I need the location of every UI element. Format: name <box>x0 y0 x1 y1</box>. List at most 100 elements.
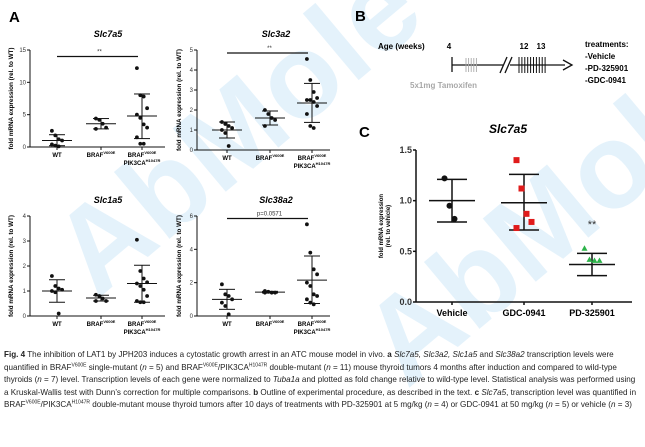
treatment-item: -PD-325901 <box>585 64 629 73</box>
category-superscript: V600E <box>103 150 115 155</box>
data-point <box>138 284 143 288</box>
category-superscript: H1047R <box>146 158 161 163</box>
x-tick-label: PD-325901 <box>569 308 615 318</box>
caption-text: transcription levels were quantified in … <box>4 350 614 372</box>
data-point <box>311 302 316 307</box>
significance-label: ** <box>97 49 102 55</box>
caption-text: n <box>611 400 616 410</box>
data-point <box>305 112 309 116</box>
data-point <box>60 138 64 143</box>
caption-text: n <box>427 400 432 410</box>
caption-text: = 3) <box>615 400 632 410</box>
data-point <box>315 294 319 298</box>
x-tick-label: WT <box>52 153 62 159</box>
data-point <box>220 282 224 287</box>
significance-label: ** <box>588 219 597 231</box>
data-point <box>263 108 267 112</box>
caption-text: H1047R <box>71 399 91 406</box>
x-tick-label: WT <box>222 156 232 162</box>
caption-text: /PIK3CA <box>40 400 72 410</box>
caption-text: double-mutant mouse thyroid tumors after… <box>90 400 428 410</box>
y-axis-label: fold mRNA expression (rel. to WT) <box>8 48 15 150</box>
data-point <box>94 292 98 297</box>
data-point <box>308 284 313 288</box>
x-tick-label: BRAFV600E <box>87 150 116 159</box>
chart-title: Slc38a2 <box>259 195 293 205</box>
data-point <box>145 280 150 285</box>
data-point <box>223 292 228 297</box>
caption-text: n <box>37 375 42 385</box>
chart-slc3a2: Slc3a2 fold mRNA expression (rel. to WT) 0… <box>176 29 330 170</box>
category-name: PIK3CA <box>124 330 147 336</box>
data-point <box>230 126 235 130</box>
y-tick-label: 0.5 <box>399 246 412 256</box>
data-point <box>145 125 150 130</box>
caption-text: = 4) or GDC-0941 at 50 mg/kg ( <box>431 400 549 410</box>
x-tick-label: WT <box>52 322 62 328</box>
caption-text: double-mutant ( <box>267 362 327 372</box>
caption-text: H1047R <box>248 361 268 368</box>
data-point <box>135 135 139 140</box>
age-tick-12: 12 <box>520 42 529 51</box>
category-name: BRAF <box>298 156 315 162</box>
data-point <box>141 287 146 292</box>
data-point <box>135 299 139 303</box>
data-point <box>586 256 593 262</box>
category-superscript: H1047R <box>316 327 331 332</box>
data-point <box>308 250 313 255</box>
x-tick-label: BRAFV600E <box>298 153 327 162</box>
data-point <box>226 144 231 148</box>
data-point <box>226 312 231 317</box>
category-superscript: H1047R <box>316 161 331 166</box>
caption-text: /PIK3CA <box>217 362 249 372</box>
axis-break-mark <box>499 56 508 74</box>
category-superscript: V600E <box>272 319 284 324</box>
y-tick-label: 3 <box>23 239 27 245</box>
y-tick-label: 6 <box>190 214 194 220</box>
x-tick-label: BRAFV600E <box>87 319 116 328</box>
y-axis-label: fold mRNA expression (rel. to WT) <box>176 215 183 317</box>
data-point <box>141 122 146 127</box>
x-tick-label: BRAFV600E <box>256 319 285 328</box>
significance-label: p=0.0571 <box>257 212 283 218</box>
y-axis-label: fold mRNA expression <box>379 194 385 258</box>
data-point <box>60 287 64 292</box>
data-point <box>94 116 98 121</box>
category-superscript: V600E <box>144 150 156 155</box>
data-point <box>135 281 139 286</box>
data-point <box>100 121 105 126</box>
data-point <box>50 142 54 147</box>
y-tick-label: 3 <box>190 88 194 94</box>
caption-text: single-mutant ( <box>86 362 143 372</box>
caption-text: , transcription level was quantified in … <box>4 387 637 410</box>
y-tick-label: 5 <box>190 48 194 54</box>
x-tick-label-line2: PIK3CAH1047R <box>124 158 161 167</box>
category-name: BRAF <box>128 322 145 328</box>
category-name: WT <box>52 322 62 328</box>
data-point <box>138 116 143 120</box>
category-name: BRAF <box>128 153 145 159</box>
data-point <box>135 66 139 71</box>
y-axis-label: (rel. to vehicle) <box>386 205 392 247</box>
data-point <box>305 297 309 302</box>
data-point <box>305 57 309 61</box>
axis-break-mark <box>504 56 513 74</box>
data-point <box>266 112 271 116</box>
y-tick-label: 2 <box>190 108 194 114</box>
data-point <box>138 300 143 305</box>
data-point <box>308 98 313 102</box>
data-point <box>223 122 228 126</box>
data-point <box>266 289 271 294</box>
data-point <box>441 175 448 182</box>
y-tick-label: 0 <box>23 314 27 320</box>
x-tick-label: BRAFV600E <box>256 153 285 162</box>
data-point <box>100 296 105 301</box>
caption-text: b <box>253 387 259 397</box>
panel-label-c: C <box>359 124 370 141</box>
data-point <box>315 96 319 100</box>
data-point <box>50 274 54 278</box>
caption-text: Outline of experimental procedure, as de… <box>258 387 475 397</box>
data-point <box>308 124 313 128</box>
data-point <box>315 272 319 277</box>
category-superscript: V600E <box>144 319 156 324</box>
